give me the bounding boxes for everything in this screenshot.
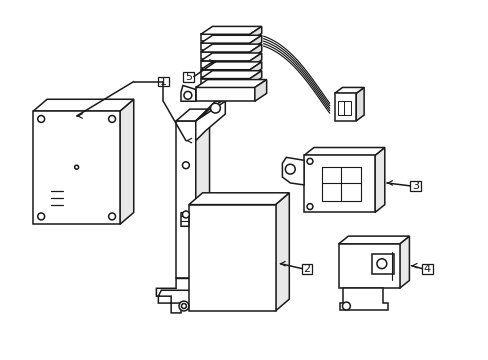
Text: 4: 4: [423, 264, 430, 274]
Polygon shape: [200, 26, 261, 34]
Bar: [188, 204, 275, 311]
Polygon shape: [156, 278, 195, 313]
Circle shape: [285, 164, 295, 174]
Polygon shape: [200, 35, 261, 43]
Polygon shape: [249, 44, 261, 59]
Polygon shape: [356, 87, 364, 121]
Polygon shape: [181, 212, 188, 226]
Bar: [158, 77, 168, 86]
Polygon shape: [249, 26, 261, 41]
Polygon shape: [282, 157, 304, 185]
Bar: [176, 121, 195, 278]
Bar: [337, 101, 350, 115]
Bar: [421, 264, 432, 274]
Polygon shape: [304, 148, 384, 156]
Circle shape: [210, 103, 220, 113]
Bar: [200, 34, 249, 41]
Bar: [200, 70, 249, 77]
Circle shape: [306, 204, 312, 210]
Polygon shape: [249, 35, 261, 50]
Circle shape: [108, 116, 115, 122]
Bar: [371, 254, 393, 274]
Circle shape: [306, 158, 312, 164]
Bar: [200, 61, 249, 68]
Bar: [200, 78, 249, 85]
Polygon shape: [340, 288, 387, 310]
Polygon shape: [249, 71, 261, 85]
Polygon shape: [374, 148, 384, 212]
Polygon shape: [176, 109, 209, 121]
Bar: [334, 93, 356, 121]
Polygon shape: [195, 80, 266, 87]
Polygon shape: [181, 85, 195, 101]
Polygon shape: [249, 53, 261, 68]
Text: 2: 2: [303, 264, 310, 274]
Polygon shape: [200, 71, 261, 78]
Circle shape: [181, 303, 186, 309]
Circle shape: [183, 91, 191, 99]
Circle shape: [342, 302, 349, 310]
Circle shape: [38, 116, 44, 122]
Polygon shape: [200, 53, 261, 61]
Polygon shape: [200, 44, 261, 52]
Bar: [195, 87, 254, 101]
Circle shape: [38, 213, 44, 220]
Circle shape: [182, 211, 189, 218]
Circle shape: [108, 213, 115, 220]
Circle shape: [179, 301, 188, 311]
Polygon shape: [195, 109, 209, 278]
Bar: [200, 43, 249, 50]
Polygon shape: [249, 62, 261, 77]
Polygon shape: [399, 236, 408, 288]
Bar: [183, 72, 194, 82]
Text: 5: 5: [185, 72, 192, 82]
Polygon shape: [275, 193, 289, 311]
Circle shape: [376, 259, 386, 269]
Polygon shape: [188, 193, 289, 204]
Polygon shape: [334, 87, 364, 93]
Bar: [409, 181, 420, 191]
Circle shape: [182, 162, 189, 169]
Polygon shape: [120, 99, 133, 224]
Polygon shape: [338, 236, 408, 244]
Circle shape: [75, 165, 79, 169]
Polygon shape: [195, 101, 225, 141]
Polygon shape: [200, 62, 261, 70]
Polygon shape: [195, 89, 239, 121]
Text: 3: 3: [411, 181, 418, 191]
Text: 1: 1: [160, 77, 166, 86]
Polygon shape: [33, 99, 133, 111]
Bar: [338, 244, 399, 288]
Bar: [304, 156, 374, 212]
Bar: [301, 264, 312, 274]
Bar: [33, 111, 120, 224]
Bar: [200, 52, 249, 59]
Polygon shape: [254, 80, 266, 101]
